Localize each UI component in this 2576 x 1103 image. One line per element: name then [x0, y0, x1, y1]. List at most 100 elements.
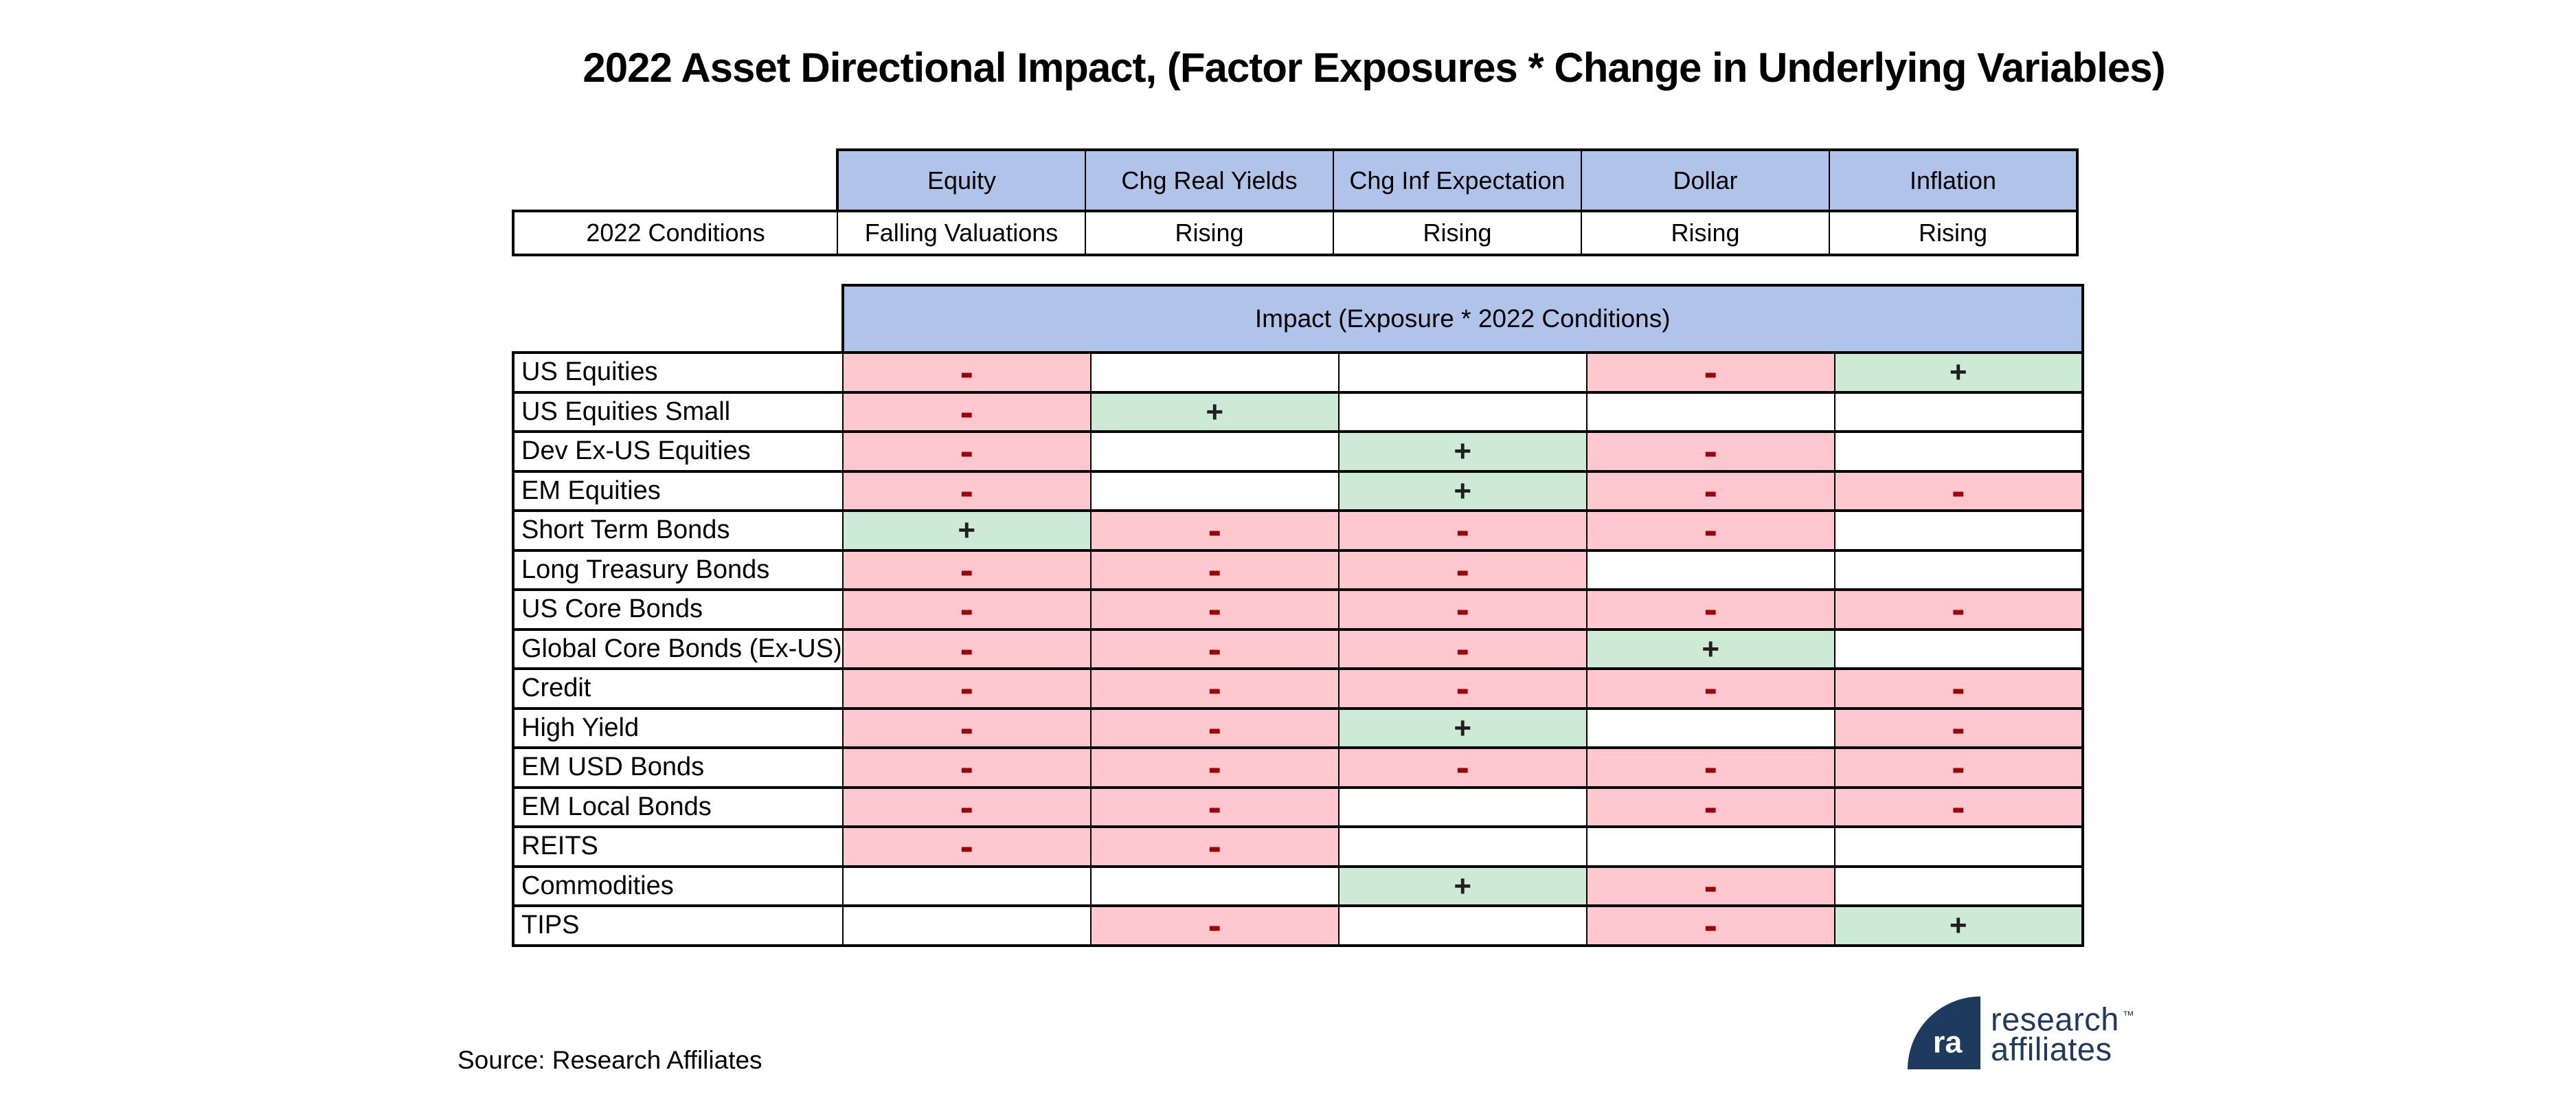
table-row: TIPS - - +	[512, 904, 2084, 947]
impact-cell	[1337, 390, 1588, 433]
impact-cell: -	[1337, 588, 1588, 631]
logo-wordmark-line1: research ™	[1991, 1001, 2134, 1036]
impact-cell: -	[1833, 706, 2084, 749]
impact-cell: +	[841, 509, 1092, 552]
ra-emblem-icon: ra	[1908, 996, 1980, 1069]
impact-cell: -	[1585, 786, 1835, 828]
impact-cell: -	[1833, 469, 2084, 512]
factor-header-chg-real-yields: Chg Real Yields	[1085, 148, 1334, 212]
impact-cell: -	[1089, 509, 1340, 552]
row-label: Commodities	[512, 865, 844, 907]
factor-header-inflation: Inflation	[1829, 148, 2079, 212]
table-row: High Yield - - + -	[512, 706, 2084, 749]
table-row: US Equities - - +	[512, 351, 2084, 394]
impact-cell: -	[841, 351, 1092, 394]
impact-cell	[1337, 786, 1588, 828]
impact-cell: -	[1089, 904, 1340, 947]
impact-cell: -	[1089, 667, 1340, 710]
impact-cell	[841, 865, 1092, 907]
impact-cell: -	[1337, 509, 1588, 552]
impact-cell: -	[1089, 825, 1340, 868]
impact-cell	[1089, 430, 1340, 473]
table-row: Credit - - - - -	[512, 667, 2084, 710]
table-row: US Equities Small - +	[512, 390, 2084, 433]
impact-cell: -	[841, 786, 1092, 828]
logo-wordmark: research ™ affiliates	[1991, 1001, 2134, 1065]
impact-cell	[1585, 548, 1835, 591]
impact-cell	[1833, 509, 2084, 552]
impact-cell: -	[1337, 746, 1588, 789]
condition-value-cell: Rising	[1085, 210, 1334, 256]
condition-value-cell: Rising	[1829, 210, 2079, 256]
impact-cell: -	[841, 627, 1092, 670]
page-title: 2022 Asset Directional Impact, (Factor E…	[583, 45, 2165, 91]
impact-cell: -	[841, 469, 1092, 512]
impact-cell: -	[1585, 865, 1835, 907]
row-label: EM Equities	[512, 469, 844, 512]
impact-cell	[1337, 825, 1588, 868]
impact-cell	[1833, 430, 2084, 473]
conditions-table: Equity Chg Real Yields Chg Inf Expectati…	[512, 148, 2079, 256]
corner-blank	[513, 285, 843, 353]
research-affiliates-logo: ra research ™ affiliates	[1908, 996, 2134, 1069]
table-row: EM USD Bonds - - - - -	[512, 746, 2084, 789]
impact-cell: -	[1585, 351, 1835, 394]
impact-cell: -	[1585, 469, 1835, 512]
impact-cell	[1337, 351, 1588, 394]
row-label: US Core Bonds	[512, 588, 844, 631]
impact-cell: -	[841, 706, 1092, 749]
impact-cell	[1833, 825, 2084, 868]
conditions-row-label: 2022 Conditions	[512, 210, 838, 256]
impact-cell: +	[1337, 430, 1588, 473]
impact-cell: -	[1337, 667, 1588, 710]
impact-cell: -	[1089, 627, 1340, 670]
impact-cell	[1833, 865, 2084, 907]
table-row: Short Term Bonds + - - -	[512, 509, 2084, 552]
table-row: Commodities + -	[512, 865, 2084, 907]
impact-cell: +	[1337, 865, 1588, 907]
impact-cell: -	[1585, 746, 1835, 789]
impact-cell	[1585, 706, 1835, 749]
impact-cell	[1089, 865, 1340, 907]
factor-header-chg-inf-expectation: Chg Inf Expectation	[1333, 148, 1582, 212]
condition-value-cell: Rising	[1581, 210, 1830, 256]
row-label: REITS	[512, 825, 844, 868]
factor-header-equity: Equity	[836, 148, 1086, 212]
impact-cell: -	[1833, 588, 2084, 631]
factor-header-row: Equity Chg Real Yields Chg Inf Expectati…	[513, 148, 2079, 212]
table-row: Long Treasury Bonds - - -	[512, 548, 2084, 591]
impact-cell: -	[1089, 706, 1340, 749]
table-row: Dev Ex-US Equities - + -	[512, 430, 2084, 473]
impact-cell	[1585, 825, 1835, 868]
impact-cell: -	[1833, 667, 2084, 710]
impact-cell: -	[1089, 746, 1340, 789]
impact-table: Impact (Exposure * 2022 Conditions) US E…	[512, 284, 2084, 947]
impact-cell: -	[1833, 746, 2084, 789]
impact-cell: +	[1089, 390, 1340, 433]
row-label: Long Treasury Bonds	[512, 548, 844, 591]
impact-cell: -	[1337, 627, 1588, 670]
impact-cell	[1585, 390, 1835, 433]
impact-cell: +	[1833, 904, 2084, 947]
ra-monogram: ra	[1933, 1025, 1963, 1060]
table-row: Global Core Bonds (Ex-US) - - - +	[512, 627, 2084, 670]
impact-cell	[841, 904, 1092, 947]
impact-cell: +	[1833, 351, 2084, 394]
impact-cell: -	[841, 548, 1092, 591]
impact-cell: -	[1089, 548, 1340, 591]
impact-cell	[1833, 548, 2084, 591]
impact-cell: +	[1337, 706, 1588, 749]
row-label: Dev Ex-US Equities	[512, 430, 844, 473]
condition-value-cell: Falling Valuations	[837, 210, 1086, 256]
row-label: EM Local Bonds	[512, 786, 844, 828]
impact-cell	[1833, 627, 2084, 670]
impact-cell: -	[841, 390, 1092, 433]
row-label: US Equities Small	[512, 390, 844, 433]
impact-cell: -	[1585, 430, 1835, 473]
row-label: Short Term Bonds	[512, 509, 844, 552]
impact-cell: -	[1585, 588, 1835, 631]
impact-cell	[1337, 904, 1588, 947]
source-note: Source: Research Affiliates	[457, 1046, 762, 1074]
logo-research-text: research	[1991, 1001, 2119, 1038]
